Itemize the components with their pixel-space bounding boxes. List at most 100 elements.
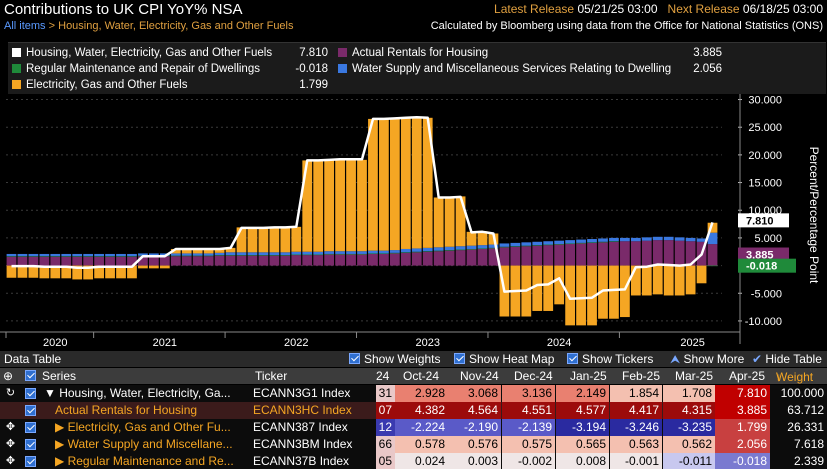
- bar-segment: [39, 265, 50, 279]
- table-row[interactable]: ✥ ▶ Regular Maintenance and Re... ECANN37B…: [0, 453, 827, 469]
- legend-item[interactable]: Housing, Water, Electricity, Gas and Oth…: [12, 47, 328, 63]
- data-table-toolbar: Data Table Show Weights Show Heat Map Sh…: [0, 351, 827, 367]
- bar-segment: [72, 256, 83, 257]
- end-value-tag: [738, 247, 789, 262]
- table-cell: 0.578: [395, 436, 448, 453]
- bar-segment: [466, 231, 477, 246]
- col-series[interactable]: Series: [42, 369, 77, 383]
- bar-segment: [466, 245, 477, 249]
- bar-segment: [105, 253, 115, 257]
- legend-value: 1.799: [299, 79, 328, 91]
- ticker[interactable]: ECANN387 Index: [253, 420, 348, 434]
- bar-segment: [532, 265, 543, 311]
- bar-segment: [236, 255, 247, 266]
- table-row[interactable]: Actual Rentals for Housing ECANN3HC Index…: [0, 402, 827, 419]
- bar-segment: [707, 222, 718, 233]
- row-checkbox[interactable]: [25, 422, 36, 433]
- legend-item[interactable]: Actual Rentals for Housing 3.885: [338, 47, 722, 63]
- bar-segment: [674, 237, 685, 241]
- y-tick-label: 15.000: [748, 178, 782, 190]
- legend-item[interactable]: Electricity, Gas and Other Fuels 1.799: [12, 79, 328, 95]
- bar-segment: [466, 249, 477, 266]
- hide-table-button[interactable]: ✔ Hide Table: [752, 352, 822, 366]
- table-header-row: ⊕ Series Ticker 24 Oct-24 Nov-24 Dec-24 …: [0, 368, 827, 384]
- move-icon[interactable]: ✥: [5, 421, 16, 433]
- col-mar-25[interactable]: Mar-25: [675, 369, 714, 383]
- show-more-button[interactable]: ⮝ Show More: [670, 352, 745, 366]
- refresh-icon[interactable]: ↻: [5, 387, 16, 399]
- bar-segment: [532, 245, 543, 266]
- bar-segment: [368, 253, 378, 266]
- bar-segment: [138, 253, 148, 256]
- move-icon[interactable]: ✥: [5, 455, 16, 467]
- bar-segment: [477, 245, 488, 249]
- col-partial: 24: [376, 369, 390, 383]
- show-weights-toggle[interactable]: Show Weights: [349, 352, 440, 366]
- bar-segment: [368, 118, 378, 251]
- chart-area[interactable]: 30.00025.00020.00015.00010.0005.0000.000…: [0, 94, 827, 350]
- col-feb-25[interactable]: Feb-25: [622, 369, 661, 383]
- ticker[interactable]: ECANN3HC Index: [253, 403, 352, 417]
- lock-icon[interactable]: ⊕: [3, 369, 14, 383]
- bar-segment: [127, 253, 137, 257]
- bar-segment: [127, 256, 137, 257]
- bar-segment: [138, 265, 148, 269]
- show-heat-map-toggle[interactable]: Show Heat Map: [454, 352, 554, 366]
- move-icon[interactable]: ✥: [5, 438, 16, 450]
- series-name[interactable]: Actual Rentals for Housing: [55, 403, 198, 417]
- ticker[interactable]: ECANN37B Index: [253, 454, 350, 468]
- series-name[interactable]: ▶ Water Supply and Miscellane...: [55, 437, 233, 451]
- series-name[interactable]: ▼ Housing, Water, Electricity, Ga...: [44, 386, 231, 400]
- col-dec-24[interactable]: Dec-24: [514, 369, 553, 383]
- bar-segment: [269, 227, 280, 253]
- table-cell: 0.563: [610, 436, 662, 453]
- bar-segment: [368, 253, 378, 255]
- ticker[interactable]: ECANN3G1 Index: [253, 386, 351, 400]
- table-row[interactable]: ✥ ▶ Electricity, Gas and Other Fu... ECANN…: [0, 419, 827, 436]
- weight-cell: 26.331: [770, 419, 827, 436]
- col-apr-25[interactable]: Apr-25: [729, 369, 766, 383]
- release-info: Latest Release 05/21/25 03:00 Next Relea…: [494, 2, 823, 16]
- bar-segment: [159, 253, 170, 256]
- table-row[interactable]: ↻ ▼ Housing, Water, Electricity, Ga... ECA…: [0, 385, 827, 402]
- col-oct-24[interactable]: Oct-24: [403, 369, 440, 383]
- bar-segment: [521, 242, 532, 246]
- bar-segment: [192, 248, 203, 254]
- bar-segment: [72, 256, 83, 266]
- bar-segment: [247, 252, 258, 256]
- end-value-tag: [738, 213, 789, 228]
- bar-segment: [149, 256, 159, 266]
- bar-segment: [280, 252, 291, 256]
- stacked-bar-chart[interactable]: 30.00025.00020.00015.00010.0005.0000.000…: [0, 94, 827, 350]
- breadcrumb-all-items[interactable]: All items: [4, 20, 46, 32]
- row-checkbox[interactable]: [25, 439, 36, 450]
- legend-item[interactable]: Regular Maintenance and Repair of Dwelli…: [12, 63, 328, 79]
- bar-segment: [214, 255, 225, 266]
- legend-item[interactable]: Water Supply and Miscellaneous Services …: [338, 63, 722, 79]
- col-ticker[interactable]: Ticker: [255, 369, 288, 383]
- bar-segment: [510, 242, 521, 247]
- row-checkbox[interactable]: [25, 456, 36, 467]
- bar-segment: [346, 253, 356, 255]
- row-checkbox[interactable]: [25, 405, 36, 416]
- col-jan-25[interactable]: Jan-25: [570, 369, 607, 383]
- next-release-value: 06/18/25 03:00: [742, 2, 823, 16]
- row-checkbox[interactable]: [25, 388, 36, 399]
- bar-segment: [499, 246, 510, 248]
- bar-segment: [181, 256, 192, 266]
- col-nov-24[interactable]: Nov-24: [460, 369, 499, 383]
- bar-segment: [400, 252, 411, 266]
- bar-segment: [609, 265, 619, 319]
- series-name[interactable]: ▶ Regular Maintenance and Re...: [55, 454, 234, 468]
- ticker[interactable]: ECANN3BM Index: [253, 437, 353, 451]
- bar-segment: [587, 265, 597, 326]
- bar-segment: [609, 237, 619, 242]
- move-icon[interactable]: [4, 404, 17, 417]
- table-cell: 0.562: [663, 436, 715, 453]
- series-name[interactable]: ▶ Electricity, Gas and Other Fu...: [55, 420, 231, 434]
- bar-segment: [105, 256, 115, 266]
- show-tickers-toggle[interactable]: Show Tickers: [567, 352, 653, 366]
- table-row[interactable]: ✥ ▶ Water Supply and Miscellane... ECANN3B…: [0, 436, 827, 453]
- table-cell: -0.001: [610, 453, 662, 469]
- bar-segment: [6, 256, 17, 257]
